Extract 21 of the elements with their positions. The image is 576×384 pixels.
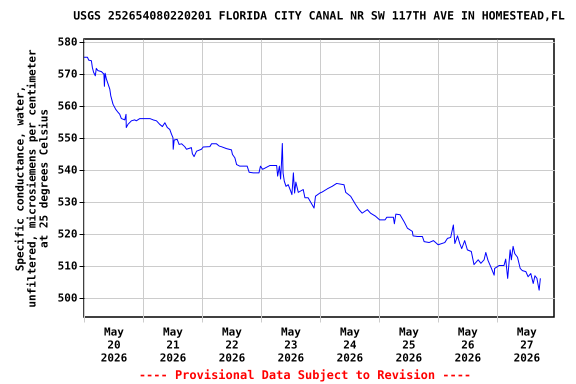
chart-title: USGS 252654080220201 FLORIDA CITY CANAL NR SW 117TH AVE IN HOMESTEAD,FL (73, 8, 565, 23)
x-tick-label: May 26 2026 (454, 326, 482, 364)
y-tick-label: 540 (58, 164, 78, 177)
y-tick-label: 550 (58, 132, 78, 145)
y-tick-label: 560 (58, 100, 78, 113)
x-tick-label: May 22 2026 (218, 326, 246, 364)
x-tick-label: May 20 2026 (100, 326, 128, 364)
y-tick-label: 500 (58, 291, 78, 304)
y-tick-label: 530 (58, 195, 78, 208)
text: ---- Provisional Data Subject to Revision ---- (138, 368, 472, 382)
x-tick-label: May 25 2026 (396, 326, 423, 364)
x-tick-label: May 24 2026 (336, 326, 364, 364)
y-tick-label: 510 (58, 259, 78, 272)
line-series (84, 56, 541, 291)
y-tick-label: 580 (58, 36, 78, 49)
y-tick-label: 520 (58, 227, 78, 240)
y-tick-label: 570 (58, 68, 78, 81)
x-tick-label: May 23 2026 (278, 326, 305, 364)
x-tick-label: May 21 2026 (160, 326, 187, 364)
y-axis-title: Specific conductance, water, unfiltered, microsiemens per centimeter at 25 degrees Celsius (14, 48, 51, 308)
x-tick-label: May 27 2026 (514, 326, 540, 364)
